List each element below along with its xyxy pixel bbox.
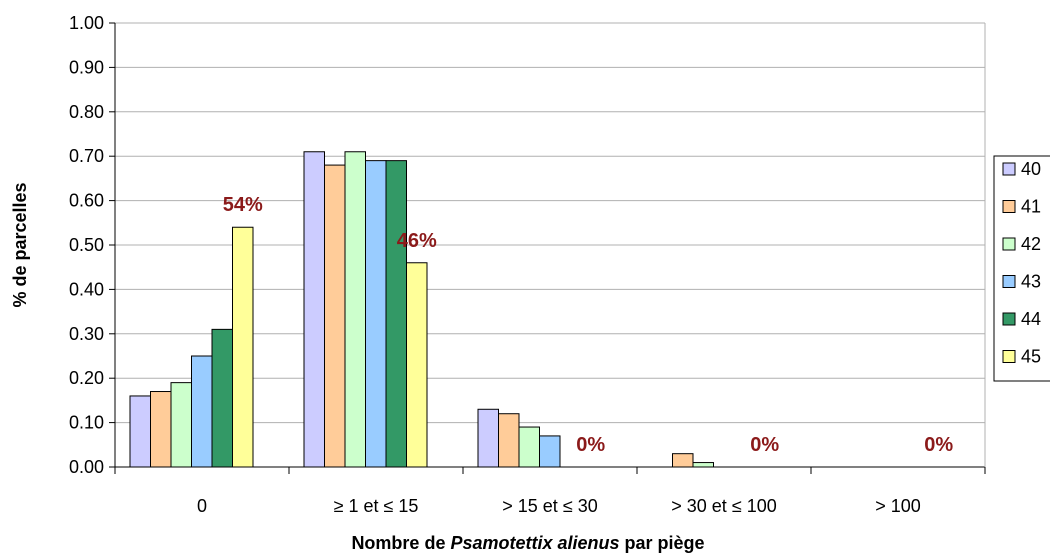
bar-41-cat-3	[672, 453, 694, 468]
x-axis-title-part: Nombre de	[351, 533, 450, 553]
bar-42-cat-0	[170, 382, 192, 468]
annotation-label: 46%	[397, 230, 437, 252]
legend-label-42: 42	[1021, 234, 1041, 254]
bar-44-cat-1	[385, 160, 407, 468]
x-tick-label: > 30 et ≤ 100	[671, 496, 776, 516]
legend-swatch-44	[1002, 312, 1016, 326]
y-tick-label: 0.80	[69, 102, 104, 122]
legend-swatch-41	[1002, 200, 1016, 213]
bar-40-cat-0	[129, 395, 151, 468]
x-tick-label: > 15 et ≤ 30	[502, 496, 597, 516]
y-tick-label: 0.70	[69, 146, 104, 166]
y-tick-label: 1.00	[69, 13, 104, 33]
y-tick-label: 0.10	[69, 413, 104, 433]
legend-box	[993, 155, 1050, 382]
annotation-label: 0%	[750, 434, 779, 456]
bar-43-cat-2	[539, 435, 561, 468]
x-axis-title-part: Psamotettix alienus	[450, 533, 619, 553]
y-tick-label: 0.50	[69, 235, 104, 255]
y-tick-label: 0.30	[69, 324, 104, 344]
x-tick-label: 0	[197, 496, 207, 516]
gridlines	[115, 22, 985, 424]
y-tick-label: 0.00	[69, 457, 104, 477]
bar-40-cat-2	[477, 408, 499, 468]
bar-40-cat-1	[303, 151, 325, 468]
annotations: 54% 46% 0% 0% 0%	[223, 194, 954, 456]
bar-42-cat-1	[344, 151, 366, 468]
legend-label-41: 41	[1021, 197, 1041, 217]
legend: 40 41 42 43 44 45	[993, 155, 1050, 382]
y-tick-label: 0.90	[69, 57, 104, 77]
annotation-label: 0%	[576, 434, 605, 456]
legend-label-40: 40	[1021, 159, 1041, 179]
bar-44-cat-0	[211, 328, 233, 468]
bar-41-cat-2	[498, 413, 520, 468]
x-tick-label: ≥ 1 et ≤ 15	[334, 496, 419, 516]
axes	[109, 22, 986, 474]
y-tick-label: 0.60	[69, 191, 104, 211]
legend-swatch-42	[1002, 237, 1016, 251]
bar-41-cat-0	[150, 391, 172, 468]
legend-swatch-43	[1002, 275, 1016, 288]
bar-43-cat-1	[365, 160, 387, 468]
bar-45-cat-0	[232, 226, 254, 468]
legend-label-44: 44	[1021, 309, 1041, 329]
y-axis-title: % de parcelles	[10, 182, 30, 307]
legend-label-43: 43	[1021, 272, 1041, 292]
bar-42-cat-3	[692, 462, 714, 468]
x-tick-label: > 100	[875, 496, 921, 516]
legend-swatch-45	[1002, 350, 1016, 363]
annotation-label: 54%	[223, 194, 263, 216]
legend-swatch-40	[1002, 162, 1016, 176]
bar-42-cat-2	[518, 426, 540, 468]
x-axis-title-part: par piège	[620, 533, 705, 553]
bar-41-cat-1	[324, 164, 346, 468]
bar-45-cat-1	[406, 262, 428, 468]
legend-label-45: 45	[1021, 347, 1041, 367]
x-axis-title: Nombre de Psamotettix alienus par piège	[351, 533, 704, 553]
annotation-label: 0%	[924, 434, 953, 456]
y-tick-labels: 0.00 0.10 0.20 0.30 0.40 0.50 0.60 0.70 0.80 0.90…	[69, 13, 104, 477]
bars	[129, 151, 714, 468]
bar-43-cat-0	[191, 355, 213, 468]
y-tick-label: 0.20	[69, 368, 104, 388]
x-tick-labels: 0 ≥ 1 et ≤ 15 > 15 et ≤ 30 > 30 et ≤ 100 > 1…	[197, 496, 921, 516]
y-tick-label: 0.40	[69, 279, 104, 299]
